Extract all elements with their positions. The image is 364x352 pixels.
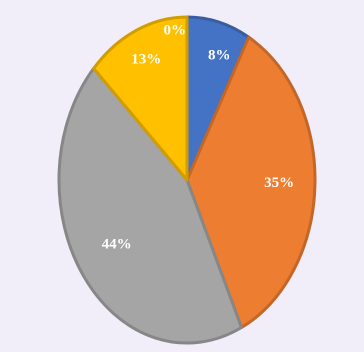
- pie-slice-44pct: [57, 66, 243, 345]
- pie-slices: [57, 15, 317, 345]
- pie-slice-13pct: [92, 15, 189, 182]
- pie-data-label: 0%: [163, 22, 186, 38]
- pie-data-label: 44%: [102, 237, 132, 253]
- pie-slice-35pct: [185, 35, 317, 329]
- pie-labels: 0% 8% 35% 44% 13%: [102, 22, 295, 252]
- pie-data-label: 8%: [208, 48, 231, 64]
- pie-data-label: 13%: [131, 52, 161, 68]
- pie-data-label: 35%: [264, 175, 294, 191]
